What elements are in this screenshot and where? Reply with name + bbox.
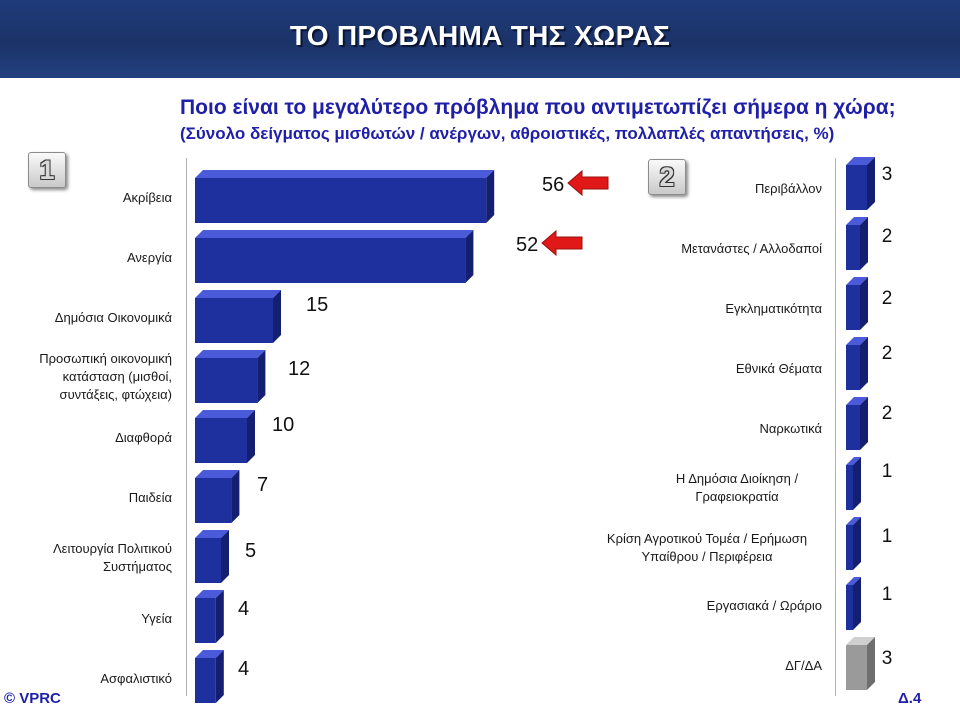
left-bar bbox=[195, 530, 229, 583]
left-bar bbox=[195, 410, 255, 463]
right-value-label: 2 bbox=[881, 343, 893, 364]
right-value-label: 1 bbox=[881, 584, 893, 605]
right-bar bbox=[846, 397, 868, 450]
left-category-label: Ακρίβεια bbox=[122, 190, 172, 205]
right-bar bbox=[846, 517, 861, 570]
left-category-label: Δημόσια Οικονομικά bbox=[54, 310, 172, 325]
right-bar bbox=[846, 637, 875, 690]
left-value-label: 15 bbox=[306, 294, 329, 316]
left-bar bbox=[195, 470, 240, 523]
section-badge-left: 1 bbox=[28, 152, 66, 188]
right-category-label: Μετανάστες / Αλλοδαποί bbox=[681, 241, 822, 256]
right-category-label: Εγκληματικότητα bbox=[725, 301, 822, 316]
highlight-arrow-icon bbox=[567, 169, 609, 197]
right-bar bbox=[846, 577, 861, 630]
left-category-label: Ανεργία bbox=[126, 250, 172, 265]
left-bar bbox=[195, 650, 224, 703]
header-banner: ΤΟ ΠΡΟΒΛΗΜΑ ΤΗΣ ΧΩΡΑΣ bbox=[0, 0, 960, 78]
left-value-label: 4 bbox=[238, 658, 250, 680]
slide-number: Δ.4 bbox=[898, 690, 922, 707]
left-value-label: 52 bbox=[516, 234, 539, 256]
left-bar bbox=[195, 590, 224, 643]
left-value-label: 4 bbox=[238, 598, 250, 620]
left-value-label: 56 bbox=[542, 174, 565, 196]
left-category-label: Διαφθορά bbox=[115, 430, 172, 445]
right-category-label: Ναρκωτικά bbox=[759, 421, 823, 436]
right-value-label: 3 bbox=[881, 648, 893, 669]
left-value-label: 12 bbox=[288, 358, 311, 380]
left-category-label: Λειτουργία Πολιτικού Συστήματος bbox=[52, 541, 172, 574]
highlight-arrow-icon bbox=[541, 229, 583, 257]
left-bar bbox=[195, 350, 266, 403]
right-axis-line bbox=[835, 158, 836, 696]
left-axis-line bbox=[186, 158, 187, 696]
left-bar bbox=[195, 290, 281, 343]
right-category-label: ΔΓ/ΔΑ bbox=[785, 658, 822, 673]
right-bar bbox=[846, 457, 861, 510]
right-category-label: Εργασιακά / Ωράριο bbox=[706, 598, 822, 613]
right-bar bbox=[846, 337, 868, 390]
question-note: (Σύνολο δείγματος μισθωτών / ανέργων, αθ… bbox=[180, 124, 835, 143]
left-category-label: Προσωπική οικονομική κατάσταση (μισθοί, … bbox=[39, 351, 172, 402]
left-category-label: Υγεία bbox=[141, 611, 172, 626]
left-bar bbox=[195, 230, 474, 283]
section-badge-right: 2 bbox=[648, 159, 686, 195]
right-category-label: Περιβάλλον bbox=[755, 181, 822, 196]
right-category-label: Εθνικά Θέματα bbox=[735, 361, 822, 376]
left-value-label: 7 bbox=[257, 474, 269, 496]
right-bar bbox=[846, 217, 868, 270]
copyright-text: © VPRC bbox=[4, 690, 61, 707]
right-category-label: Η Δημόσια Διοίκηση / Γραφειοκρατία bbox=[675, 471, 799, 504]
right-value-label: 2 bbox=[881, 403, 893, 424]
right-value-label: 2 bbox=[881, 226, 893, 247]
left-category-label: Παιδεία bbox=[128, 490, 172, 505]
left-category-label: Ασφαλιστικό bbox=[100, 671, 172, 686]
question-text: Ποιο είναι το μεγαλύτερο πρόβλημα που αν… bbox=[180, 96, 896, 119]
right-bar bbox=[846, 157, 875, 210]
left-value-label: 5 bbox=[245, 540, 257, 562]
right-value-label: 1 bbox=[881, 461, 893, 482]
right-bar bbox=[846, 277, 868, 330]
right-value-label: 2 bbox=[881, 288, 893, 309]
page-title: ΤΟ ΠΡΟΒΛΗΜΑ ΤΗΣ ΧΩΡΑΣ bbox=[289, 20, 671, 51]
left-bar bbox=[195, 170, 495, 223]
left-value-label: 10 bbox=[272, 414, 295, 436]
right-value-label: 1 bbox=[881, 526, 893, 547]
right-category-label: Κρίση Αγροτικού Τομέα / Ερήμωση Υπαίθρου… bbox=[606, 531, 808, 564]
right-value-label: 3 bbox=[881, 164, 893, 185]
